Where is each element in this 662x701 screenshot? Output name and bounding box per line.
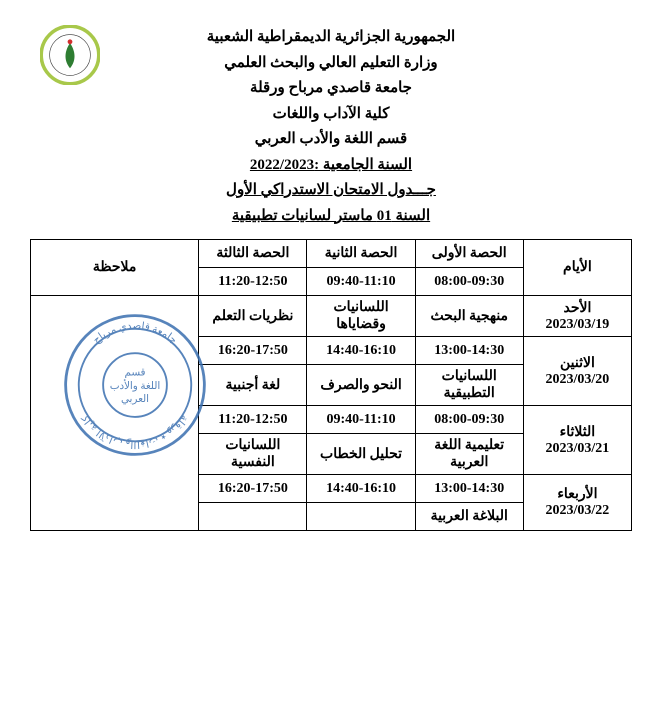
subject-cell: منهجية البحث <box>415 296 523 337</box>
day-date: 2023/03/19 <box>546 317 610 332</box>
subject-cell <box>307 503 415 531</box>
subject-cell: اللسانيات وقضاياها <box>307 296 415 337</box>
subject-cell: نظريات التعلم <box>199 296 307 337</box>
subject-cell: البلاغة العربية <box>415 503 523 531</box>
table-row: الأحد 2023/03/19 منهجية البحث اللسانيات … <box>31 296 632 337</box>
col-days: الأيام <box>523 240 631 296</box>
day-name: الثلاثاء <box>560 425 595 440</box>
university-logo-icon <box>40 25 100 85</box>
time-cell: 11:20-12:50 <box>199 406 307 434</box>
exam-schedule-table: الأيام الحصة الأولى الحصة الثانية الحصة … <box>30 239 632 531</box>
time-cell: 16:20-17:50 <box>199 475 307 503</box>
day-cell: الأحد 2023/03/19 <box>523 296 631 337</box>
table-header-row: الأيام الحصة الأولى الحصة الثانية الحصة … <box>31 240 632 268</box>
time-cell: 13:00-14:30 <box>415 475 523 503</box>
col-session1-time: 08:00-09:30 <box>415 268 523 296</box>
time-cell: 13:00-14:30 <box>415 337 523 365</box>
header-line-8: السنة 01 ماستر لسانيات تطبيقية <box>30 204 632 230</box>
day-name: الأحد <box>563 301 591 316</box>
col-session3-time: 11:20-12:50 <box>199 268 307 296</box>
time-cell: 16:20-17:50 <box>199 337 307 365</box>
note-cell <box>31 296 199 531</box>
col-session3-label: الحصة الثالثة <box>199 240 307 268</box>
time-cell: 08:00-09:30 <box>415 406 523 434</box>
col-session1-label: الحصة الأولى <box>415 240 523 268</box>
col-session2-label: الحصة الثانية <box>307 240 415 268</box>
subject-cell <box>199 503 307 531</box>
day-cell: الأربعاء 2023/03/22 <box>523 475 631 531</box>
day-name: الأربعاء <box>557 487 597 502</box>
subject-cell: لغة أجنبية <box>199 365 307 406</box>
header-line-3: جامعة قاصدي مرباح ورقلة <box>30 76 632 102</box>
header-line-4: كلية الآداب واللغات <box>30 102 632 128</box>
time-cell: 14:40-16:10 <box>307 337 415 365</box>
subject-cell: اللسانيات النفسية <box>199 434 307 475</box>
day-date: 2023/03/22 <box>546 503 610 518</box>
header-line-7: جـــدول الامتحان الاستدراكي الأول <box>30 178 632 204</box>
col-session2-time: 09:40-11:10 <box>307 268 415 296</box>
header-line-5: قسم اللغة والأدب العربي <box>30 127 632 153</box>
subject-cell: تعليمية اللغة العربية <box>415 434 523 475</box>
subject-cell: تحليل الخطاب <box>307 434 415 475</box>
header-line-1: الجمهورية الجزائرية الديمقراطية الشعبية <box>30 25 632 51</box>
subject-cell: النحو والصرف <box>307 365 415 406</box>
day-cell: الاثنين 2023/03/20 <box>523 337 631 406</box>
day-date: 2023/03/21 <box>546 441 610 456</box>
document-header: الجمهورية الجزائرية الديمقراطية الشعبية … <box>30 25 632 229</box>
col-note: ملاحظة <box>31 240 199 296</box>
header-line-2: وزارة التعليم العالي والبحث العلمي <box>30 51 632 77</box>
day-date: 2023/03/20 <box>546 372 610 387</box>
time-cell: 09:40-11:10 <box>307 406 415 434</box>
day-cell: الثلاثاء 2023/03/21 <box>523 406 631 475</box>
header-line-6: السنة الجامعية :2022/2023 <box>30 153 632 179</box>
day-name: الاثنين <box>560 356 595 371</box>
subject-cell: اللسانيات التطبيقية <box>415 365 523 406</box>
time-cell: 14:40-16:10 <box>307 475 415 503</box>
